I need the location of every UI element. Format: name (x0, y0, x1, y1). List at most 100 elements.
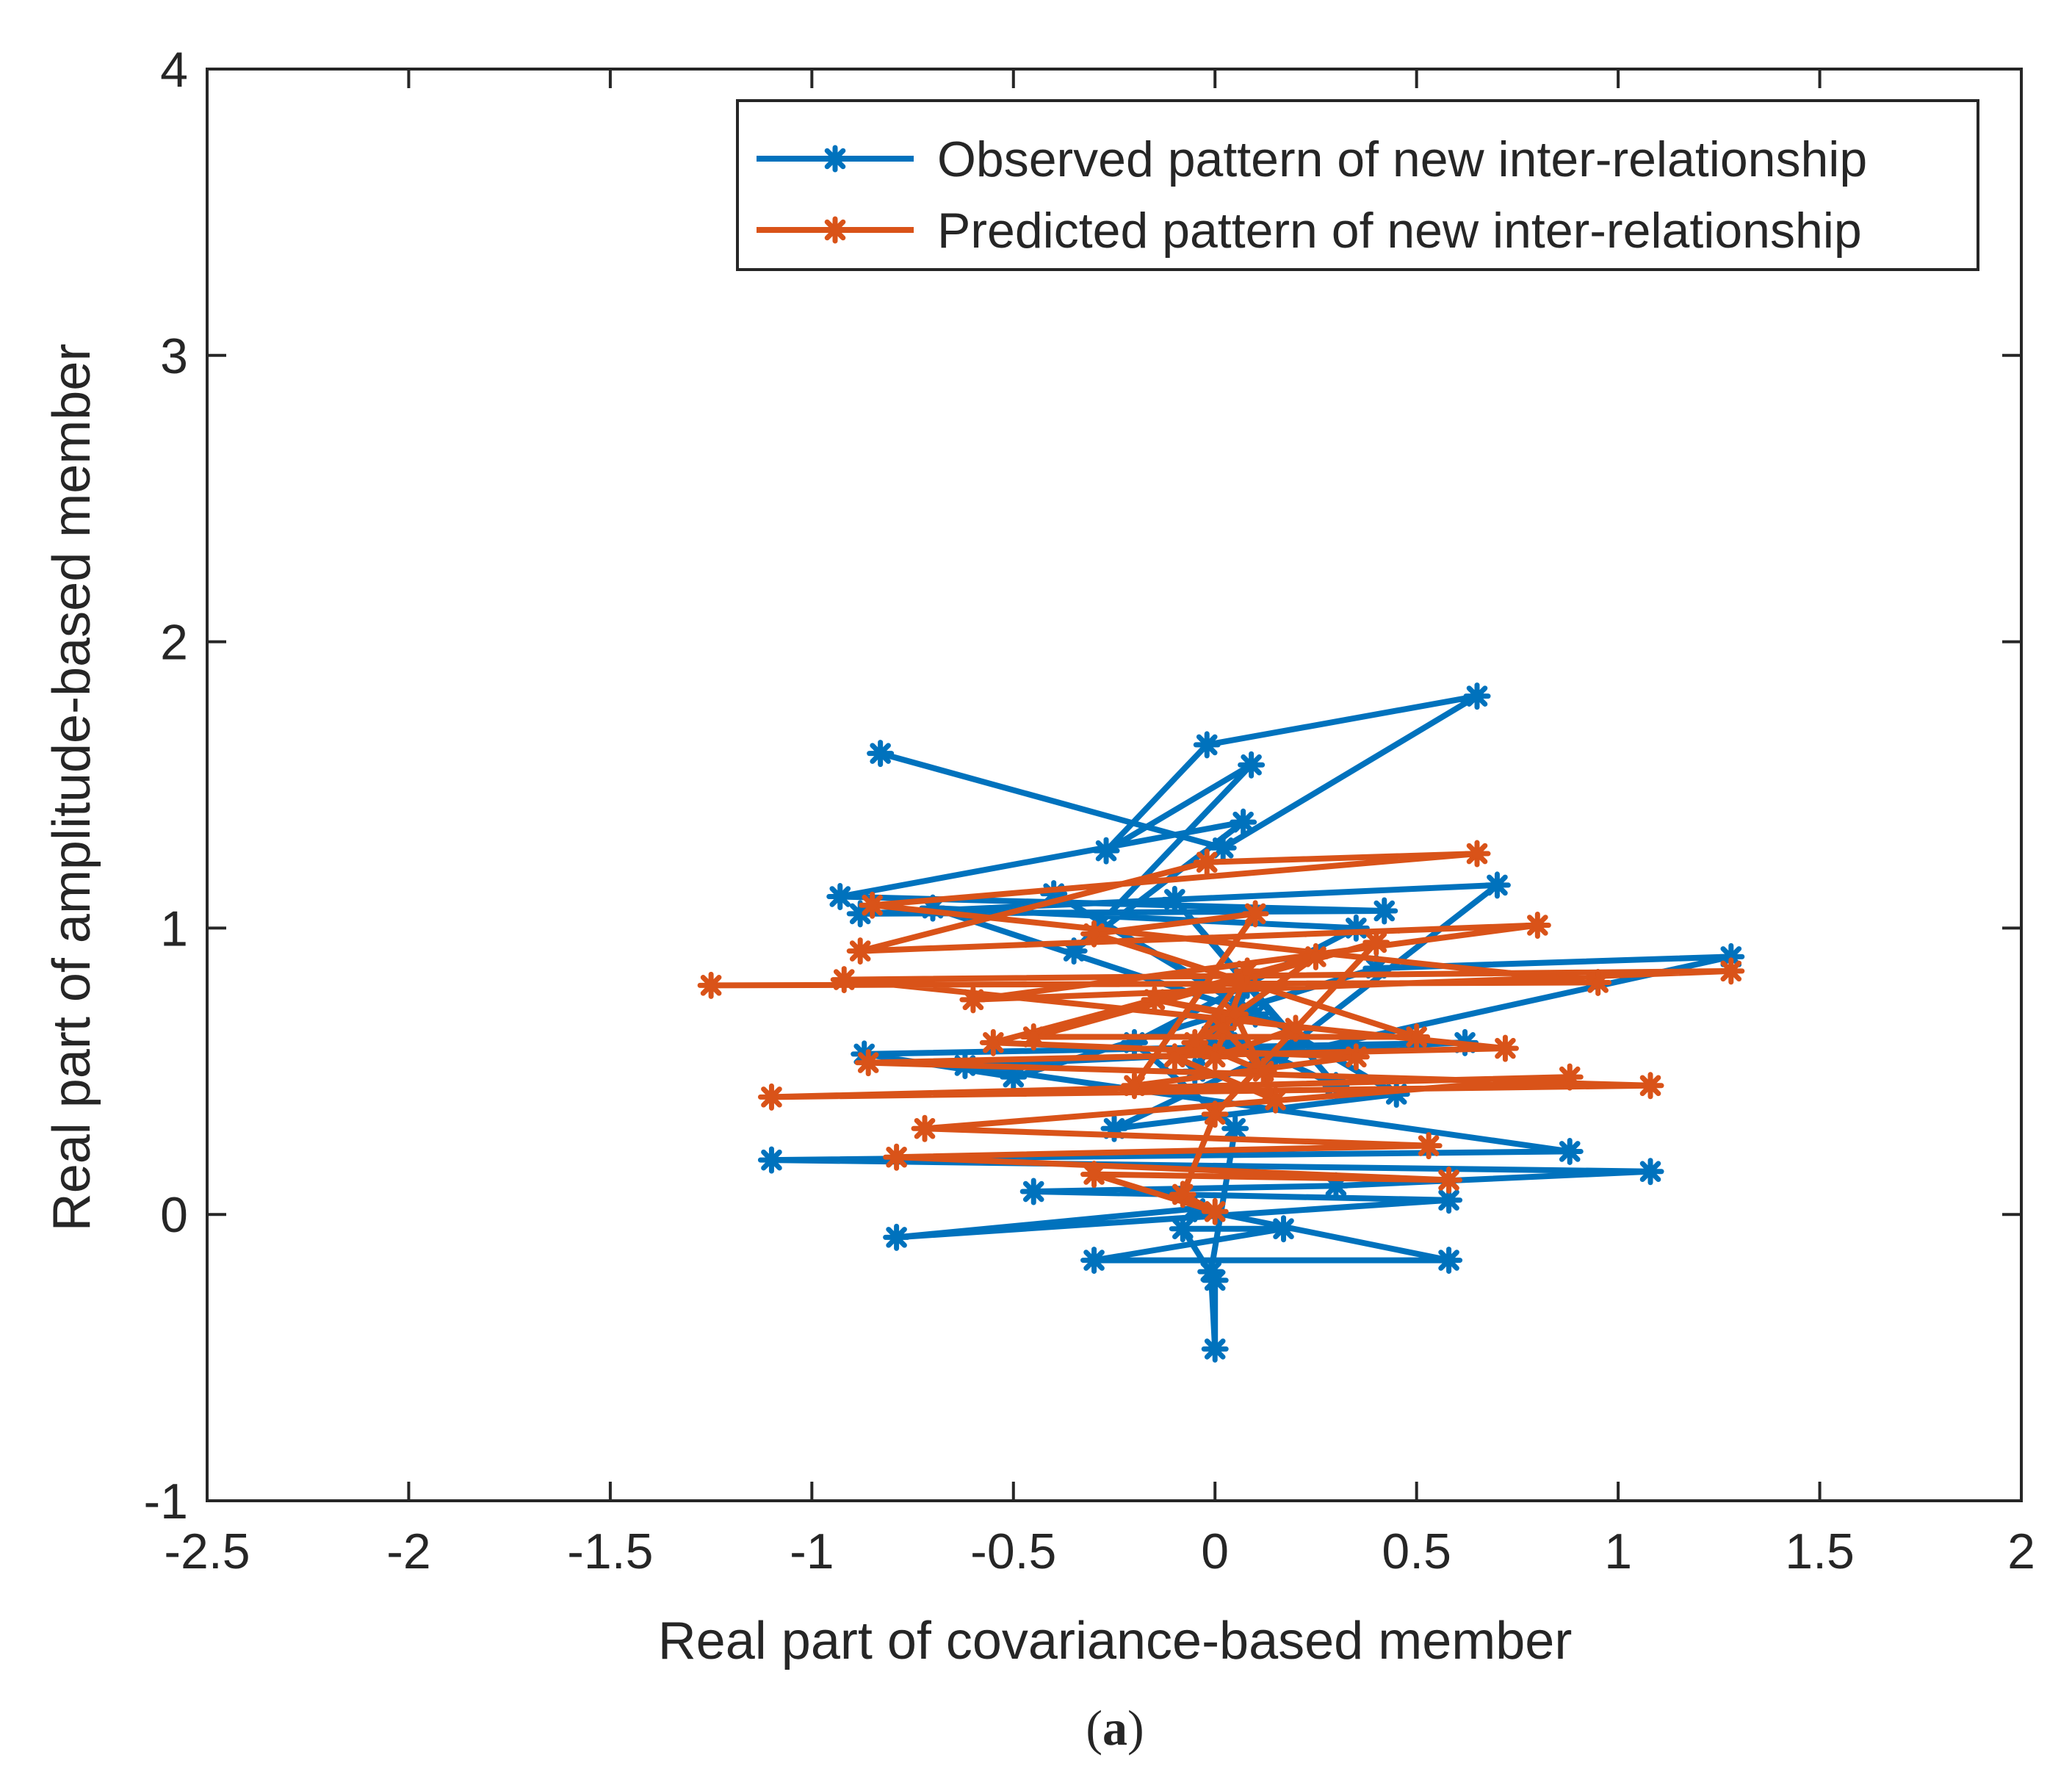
series-1-point-22 (1636, 1158, 1664, 1186)
x-tick-label: -2 (386, 1524, 430, 1579)
series-2-point-5 (1193, 848, 1221, 876)
series-1-point-34 (1197, 1258, 1225, 1286)
series-2 (697, 840, 1745, 1225)
y-tick-label: 1 (160, 901, 188, 956)
series-1-point-11 (846, 900, 874, 928)
series-2-point-3 (859, 891, 887, 919)
series-1-point-21 (757, 1146, 785, 1174)
series-1-point-10 (1371, 897, 1398, 925)
axes-layer: -2.5 -2 -1.5 -1 -0.5 0 0.5 1 1.5 2 -1 0 1 2 3 4 (144, 42, 2035, 1579)
y-tick-label: -1 (144, 1474, 188, 1529)
series-2-point-27 (1080, 920, 1108, 948)
series-2-point-30 (1342, 1043, 1370, 1071)
series-2-point-28 (1241, 900, 1269, 928)
series-2-point-40 (1181, 1028, 1209, 1056)
series-1-point-12 (1483, 871, 1511, 899)
x-tick-label: -2.5 (164, 1524, 250, 1579)
series-1-point-31 (1169, 1215, 1196, 1243)
series-2-point-7 (1523, 912, 1551, 940)
series-1-point-8 (1230, 808, 1257, 836)
series-2-point-16 (911, 1114, 939, 1142)
plot-area (207, 69, 2021, 1501)
series-2-point-29 (1120, 1072, 1148, 1100)
series-1-point-33 (1201, 1335, 1229, 1363)
series-1-point-4 (1193, 731, 1221, 759)
series-2-point-38 (1201, 1043, 1229, 1071)
series-2-point-23 (1201, 1100, 1229, 1128)
series-1-point-35 (1221, 1114, 1249, 1142)
series-1-point-20 (1556, 1137, 1584, 1165)
series-2-point-8 (959, 986, 987, 1014)
series-line-2 (711, 851, 1734, 1215)
legend-entry-2: Predicted pattern of new inter-relations… (757, 203, 1862, 259)
series-2-point-41 (1249, 1057, 1277, 1085)
y-axis-label: Real part of amplitude-based member (43, 344, 101, 1232)
series-1-point-16 (1000, 1063, 1028, 1091)
x-tick-label: -1.5 (567, 1524, 653, 1579)
x-tick-label: -1 (790, 1524, 834, 1579)
legend-marker (821, 145, 849, 173)
legend-box (736, 99, 1979, 271)
legend: Observed pattern of new inter-relationsh… (736, 99, 1979, 271)
series-2-point-2 (1584, 968, 1612, 996)
x-tick-label: 2 (2007, 1524, 2035, 1579)
x-tick-label: -0.5 (970, 1524, 1056, 1579)
series-1-point-26 (883, 1223, 911, 1251)
series-2-point-42 (1209, 1014, 1237, 1042)
series-1-point-25 (1435, 1186, 1463, 1214)
x-axis-label: Real part of covariance-based member (658, 1612, 1573, 1670)
series-2-point-34 (1262, 1086, 1290, 1114)
x-tick-label: 1.5 (1785, 1524, 1855, 1579)
series-2-point-15 (1556, 1063, 1584, 1091)
legend-label: Observed pattern of new inter-relationsh… (937, 131, 1867, 187)
series-1-point-6 (1238, 751, 1266, 779)
legend-entry-1: Observed pattern of new inter-relationsh… (757, 131, 1867, 187)
plot-frame (206, 68, 2023, 1502)
x-tick-label: 0.5 (1382, 1524, 1451, 1579)
series-2-point-21 (1201, 1197, 1229, 1225)
series-2-point-13 (1636, 1072, 1664, 1100)
series-2-point-32 (1302, 942, 1329, 970)
series-2-point-18 (883, 1143, 911, 1171)
caption-letter: a (1102, 1700, 1127, 1756)
series-2-point-37 (1282, 1014, 1310, 1042)
figure-caption: (a) (1086, 1700, 1144, 1756)
x-tick-label: 0 (1201, 1524, 1229, 1579)
series-1-point-37 (1342, 914, 1370, 942)
series-2-point-17 (1415, 1132, 1443, 1160)
series-2-point-24 (1362, 929, 1390, 956)
series-2-point-31 (979, 1028, 1007, 1056)
series-2-point-20 (1080, 1161, 1108, 1189)
series-2-point-25 (1019, 1023, 1047, 1051)
series-2-point-1 (697, 971, 725, 999)
series-2-point-26 (1403, 1023, 1431, 1051)
series-1-point-24 (1019, 1178, 1047, 1205)
series-1-point-30 (1270, 1215, 1298, 1243)
series-1-point-3 (1463, 682, 1491, 710)
series-1-point-1 (867, 740, 895, 768)
legend-label: Predicted pattern of new inter-relations… (937, 203, 1862, 259)
y-tick-label: 2 (160, 615, 188, 671)
x-tick-label: 1 (1604, 1524, 1632, 1579)
series-2-point-19 (1435, 1166, 1463, 1194)
series-2-point-33 (1160, 1043, 1188, 1071)
series-1-point-44 (1160, 885, 1188, 913)
y-tick-label: 3 (160, 328, 188, 384)
y-tick-label: 4 (160, 42, 188, 98)
series-1-point-5 (1092, 837, 1120, 865)
series-2-point-22 (1169, 1180, 1196, 1208)
series-2-point-36 (1141, 986, 1169, 1014)
series-2-point-39 (1233, 957, 1261, 985)
series-1-point-2 (1209, 834, 1237, 862)
series-2-point-12 (854, 1049, 882, 1077)
plot-layer (207, 69, 2021, 1501)
series-2-point-14 (757, 1083, 785, 1111)
series-1-point-29 (1080, 1247, 1108, 1275)
series-2-point-4 (1463, 840, 1491, 868)
legend-marker (821, 216, 849, 244)
series-2-point-10 (830, 966, 858, 994)
series-1-point-28 (1435, 1247, 1463, 1275)
series-2-point-9 (1717, 957, 1745, 985)
